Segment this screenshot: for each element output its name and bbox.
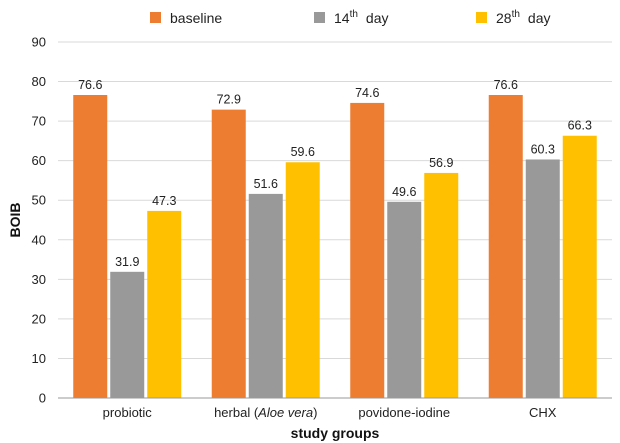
data-label: 51.6	[254, 177, 278, 191]
bar	[424, 172, 459, 398]
bar	[387, 201, 422, 398]
y-tick-label: 60	[32, 153, 46, 168]
data-label: 59.6	[291, 145, 315, 159]
bar	[525, 159, 560, 398]
legend-label: baseline	[170, 10, 222, 26]
legend-swatch	[476, 12, 487, 23]
x-category-label: povidone-iodine	[358, 405, 450, 420]
data-label: 60.3	[531, 142, 555, 156]
x-category-label: CHX	[529, 405, 557, 420]
legend-swatch	[314, 12, 325, 23]
y-tick-label: 50	[32, 193, 46, 208]
bar	[488, 95, 523, 398]
y-tick-label: 20	[32, 311, 46, 326]
bar	[110, 271, 145, 398]
y-tick-label: 10	[32, 351, 46, 366]
x-category-label: probiotic	[103, 405, 153, 420]
data-labels: 76.6 31.9 47.3 72.9 51.6 59.6 74.6 49.6 56.9 76.6…	[78, 78, 592, 269]
bar	[350, 102, 385, 398]
legend-swatch	[150, 12, 161, 23]
bar	[562, 135, 597, 398]
y-tick-label: 30	[32, 272, 46, 287]
bar	[147, 210, 182, 398]
data-label: 76.6	[78, 78, 102, 92]
legend-label: 14th day	[334, 9, 389, 26]
data-label: 47.3	[152, 194, 176, 208]
data-label: 66.3	[568, 119, 592, 133]
x-category-label: herbal (Aloe vera)	[214, 405, 317, 420]
data-label: 56.9	[429, 156, 453, 170]
bar	[285, 162, 320, 398]
x-axis-categories: probiotic herbal (Aloe vera) povidone-iodi…	[103, 405, 557, 420]
y-axis-title: BOIB	[7, 203, 23, 238]
y-tick-label: 40	[32, 232, 46, 247]
data-label: 74.6	[355, 86, 379, 100]
y-tick-label: 0	[39, 391, 46, 406]
bars	[73, 95, 597, 398]
y-tick-label: 80	[32, 74, 46, 89]
bar	[248, 193, 283, 398]
y-tick-label: 90	[32, 35, 46, 50]
data-label: 76.6	[494, 78, 518, 92]
legend: baseline 14th day 28th day	[150, 9, 551, 26]
bar	[73, 95, 108, 398]
data-label: 31.9	[115, 255, 139, 269]
y-tick-label: 70	[32, 114, 46, 129]
x-axis-title: study groups	[291, 425, 380, 441]
data-label: 49.6	[392, 185, 416, 199]
data-label: 72.9	[217, 93, 241, 107]
legend-label: 28th day	[496, 9, 551, 26]
bar	[211, 109, 246, 398]
y-axis-ticks: 0 10 20 30 40 50 60 70 80 90	[32, 35, 46, 406]
